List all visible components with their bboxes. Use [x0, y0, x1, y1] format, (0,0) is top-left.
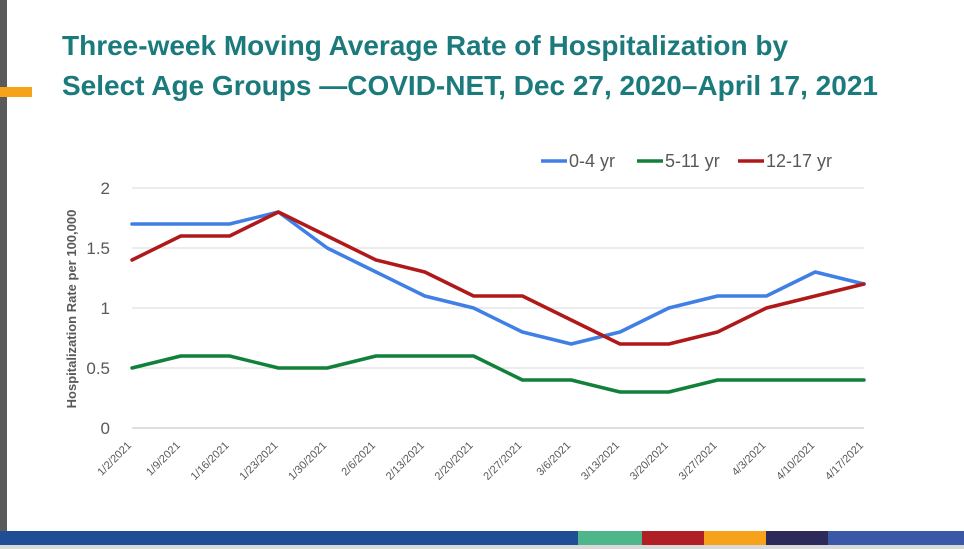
slide-title-line-1: Three-week Moving Average Rate of Hospit…	[62, 30, 789, 61]
stripe-segment	[578, 531, 642, 545]
y-axis-label: Hospitalization Rate per 100,000	[64, 210, 79, 409]
x-tick-label: 1/16/2021	[189, 440, 232, 483]
y-tick-label: 0.5	[86, 359, 110, 378]
x-tick-label: 3/6/2021	[535, 440, 574, 479]
stripe-segment	[290, 531, 578, 545]
x-tick-label: 3/13/2021	[579, 440, 622, 483]
legend-label: 0-4 yr	[569, 151, 615, 171]
y-tick-label: 1.5	[86, 239, 110, 258]
stripe-segment	[0, 531, 290, 545]
stripe-segment	[642, 531, 704, 545]
series-line	[130, 210, 866, 346]
slide-left-border	[0, 0, 7, 549]
x-tick-label: 3/27/2021	[677, 440, 720, 483]
x-tick-label: 3/20/2021	[628, 440, 671, 483]
title-accent-tab	[0, 87, 32, 97]
x-tick-label: 2/6/2021	[339, 440, 378, 479]
stripe-segment	[704, 531, 766, 545]
y-tick-label: 2	[101, 179, 110, 198]
chart-legend: 0-4 yr 5-11 yr 12-17 yr	[541, 151, 832, 171]
stripe-segment	[766, 531, 828, 545]
legend-label: 12-17 yr	[766, 151, 832, 171]
bottom-color-stripe	[0, 531, 964, 545]
x-tick-label: 4/3/2021	[730, 440, 769, 479]
bottom-shadow	[0, 545, 964, 549]
slide-title: Three-week Moving Average Rate of Hospit…	[62, 26, 942, 106]
x-tick-label: 2/20/2021	[433, 440, 476, 483]
gridlines	[132, 187, 864, 429]
x-tick-label: 1/9/2021	[144, 440, 183, 479]
series-line	[130, 354, 866, 394]
stripe-segment	[828, 531, 964, 545]
x-tick-label: 1/23/2021	[237, 440, 280, 483]
legend-label: 5-11 yr	[665, 151, 720, 171]
x-tick-label: 1/30/2021	[286, 440, 329, 483]
x-tick-label: 4/10/2021	[774, 440, 817, 483]
y-tick-label: 1	[101, 299, 110, 318]
x-tick-label: 1/2/2021	[95, 440, 134, 479]
series-line	[130, 210, 866, 346]
x-tick-label: 2/27/2021	[481, 440, 524, 483]
y-axis-ticks: 0 0.5 1 1.5 2	[86, 179, 110, 438]
x-axis-ticks: 1/2/2021 1/9/2021 1/16/2021 1/23/2021 1/30/2…	[95, 440, 866, 483]
x-tick-label: 4/17/2021	[823, 440, 866, 483]
y-tick-label: 0	[101, 419, 110, 438]
slide-title-line-2: Select Age Groups —COVID-NET, Dec 27, 20…	[62, 70, 878, 101]
series-lines	[130, 210, 866, 394]
x-tick-label: 2/13/2021	[384, 440, 427, 483]
